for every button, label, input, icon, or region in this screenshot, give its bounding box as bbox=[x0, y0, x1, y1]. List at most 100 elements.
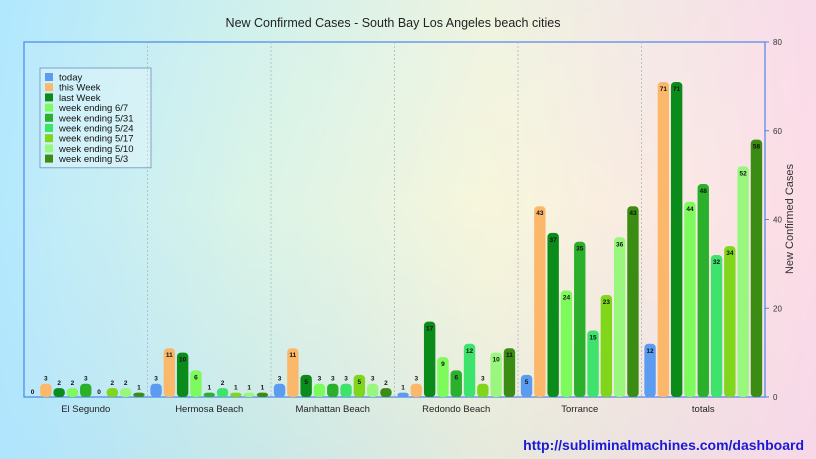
x-tick-label: Hermosa Beach bbox=[175, 404, 243, 415]
bar bbox=[340, 383, 352, 397]
bar bbox=[40, 383, 52, 397]
bar bbox=[503, 348, 516, 397]
data-label: 2 bbox=[71, 380, 75, 387]
bar bbox=[710, 255, 723, 397]
data-label: 2 bbox=[57, 380, 61, 387]
data-label: 6 bbox=[454, 374, 458, 381]
bar bbox=[203, 392, 215, 397]
data-label: 17 bbox=[426, 326, 434, 333]
data-label: 10 bbox=[493, 357, 501, 364]
bar bbox=[463, 343, 476, 397]
legend-entry: week ending 6/7 bbox=[58, 103, 128, 114]
bar bbox=[724, 246, 736, 397]
y-tick-label: 20 bbox=[773, 304, 782, 313]
data-label: 34 bbox=[726, 250, 734, 257]
legend-swatch bbox=[45, 73, 53, 81]
data-label: 3 bbox=[481, 376, 485, 383]
legend-entry: week ending 5/10 bbox=[58, 144, 133, 155]
data-label: 2 bbox=[384, 380, 388, 387]
data-label: 3 bbox=[154, 376, 158, 383]
bar bbox=[53, 388, 65, 397]
bar bbox=[657, 81, 670, 397]
dashboard-link[interactable]: http://subliminalmachines.com/dashboard bbox=[523, 437, 804, 453]
data-label: 3 bbox=[371, 376, 375, 383]
data-label: 2 bbox=[124, 380, 128, 387]
data-label: 48 bbox=[700, 188, 708, 195]
bar bbox=[163, 348, 176, 397]
data-label: 3 bbox=[344, 376, 348, 383]
bar bbox=[287, 348, 299, 397]
bar bbox=[273, 383, 286, 397]
bar bbox=[450, 370, 462, 397]
data-label: 44 bbox=[686, 206, 694, 213]
bar bbox=[176, 352, 189, 397]
data-label: 0 bbox=[97, 389, 101, 396]
data-label: 1 bbox=[207, 385, 211, 392]
bar bbox=[600, 294, 613, 397]
data-label: 52 bbox=[740, 170, 748, 177]
bar bbox=[437, 357, 449, 397]
x-tick-label: Torrance bbox=[561, 404, 598, 415]
bar bbox=[737, 166, 749, 397]
data-label: 1 bbox=[234, 385, 238, 392]
legend-box bbox=[39, 67, 152, 169]
bar bbox=[520, 374, 533, 397]
data-label: 43 bbox=[536, 210, 544, 217]
bar bbox=[587, 330, 599, 397]
bar bbox=[216, 388, 229, 397]
bar bbox=[644, 343, 656, 397]
y-axis-label: New Confirmed Cases bbox=[784, 163, 796, 274]
data-label: 1 bbox=[401, 385, 405, 392]
data-label: 11 bbox=[166, 352, 173, 359]
data-label: 6 bbox=[194, 374, 198, 381]
bar bbox=[353, 374, 366, 397]
bar bbox=[750, 139, 763, 397]
bar bbox=[684, 201, 696, 397]
bar bbox=[670, 81, 683, 397]
data-label: 1 bbox=[261, 385, 265, 392]
data-label: 5 bbox=[304, 379, 308, 386]
bar bbox=[243, 392, 255, 397]
data-label: 2 bbox=[111, 380, 115, 387]
legend-entry: week ending 5/24 bbox=[58, 124, 133, 135]
data-label: 2 bbox=[221, 380, 225, 387]
data-label: 3 bbox=[84, 376, 88, 383]
legend-swatch bbox=[45, 124, 53, 132]
data-label: 15 bbox=[589, 334, 597, 341]
x-tick-label: El Segundo bbox=[61, 404, 110, 415]
bar bbox=[547, 232, 559, 397]
bar bbox=[534, 206, 546, 397]
data-label: 5 bbox=[525, 379, 529, 386]
data-label: 71 bbox=[660, 86, 668, 93]
data-label: 24 bbox=[563, 295, 571, 302]
legend-swatch bbox=[45, 144, 53, 153]
data-label: 9 bbox=[441, 361, 445, 368]
data-label: 1 bbox=[247, 385, 251, 392]
data-label: 12 bbox=[646, 348, 654, 355]
legend-entry: today bbox=[59, 73, 82, 84]
bar bbox=[313, 383, 326, 397]
bar bbox=[697, 184, 709, 397]
legend-entry: week ending 5/31 bbox=[58, 113, 133, 124]
bar bbox=[397, 392, 409, 397]
bar bbox=[380, 388, 392, 397]
bar bbox=[80, 383, 92, 397]
data-label: 3 bbox=[415, 376, 419, 383]
y-tick-label: 40 bbox=[773, 216, 782, 225]
data-label: 3 bbox=[278, 376, 282, 383]
data-label: 3 bbox=[331, 376, 335, 383]
bar bbox=[423, 321, 436, 397]
x-tick-label: Redondo Beach bbox=[422, 404, 490, 415]
x-tick-label: totals bbox=[692, 404, 715, 415]
data-label: 11 bbox=[289, 352, 296, 359]
bar bbox=[119, 388, 132, 397]
legend-swatch bbox=[45, 83, 53, 92]
legend-swatch bbox=[45, 113, 53, 122]
legend-swatch bbox=[45, 154, 53, 163]
data-label: 36 bbox=[616, 241, 624, 248]
data-label: 3 bbox=[44, 376, 48, 383]
legend-entry: this Week bbox=[59, 83, 101, 94]
bar bbox=[613, 237, 626, 397]
